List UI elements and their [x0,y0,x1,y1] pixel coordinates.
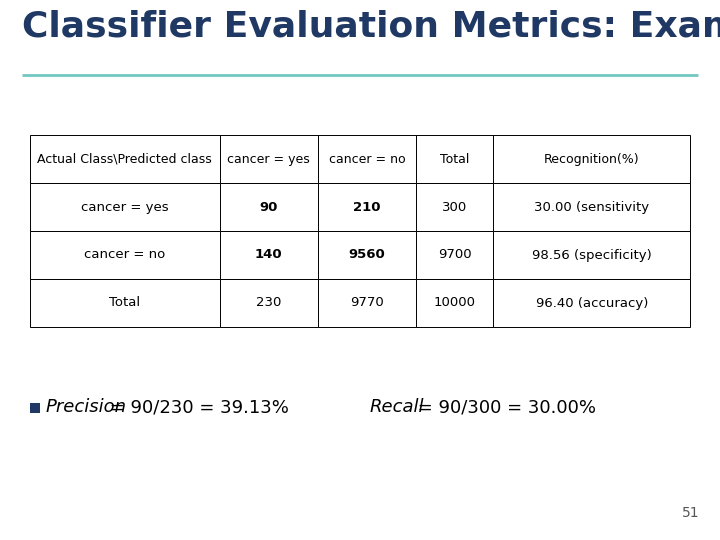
Text: 10000: 10000 [433,296,476,309]
Text: 90: 90 [259,200,278,213]
Text: Precision: Precision [46,398,127,416]
Bar [493,279,690,327]
Text: 9770: 9770 [350,296,384,309]
Bar [30,279,220,327]
Text: Classifier Evaluation Metrics: Example: Classifier Evaluation Metrics: Example [22,10,720,44]
Bar [493,231,690,279]
Bar [30,231,220,279]
Bar [220,135,318,183]
Text: 300: 300 [442,200,467,213]
Bar [220,231,318,279]
Bar [416,135,493,183]
Text: 9560: 9560 [348,248,385,261]
Text: cancer = yes: cancer = yes [81,200,168,213]
Text: 140: 140 [255,248,282,261]
Bar [30,403,40,413]
Text: cancer = no: cancer = no [84,248,166,261]
Bar [220,279,318,327]
Bar [493,183,690,231]
Bar [318,135,416,183]
Text: Recall: Recall [370,398,425,416]
Bar [30,183,220,231]
Bar [318,279,416,327]
Bar [30,135,220,183]
Bar [416,183,493,231]
Text: 210: 210 [354,200,381,213]
Bar [416,231,493,279]
Text: Recognition(%): Recognition(%) [544,152,639,165]
Text: cancer = yes: cancer = yes [228,152,310,165]
Text: 98.56 (specificity): 98.56 (specificity) [532,248,652,261]
Bar [220,183,318,231]
Text: = 90/300 = 30.00%: = 90/300 = 30.00% [412,398,596,416]
Bar [493,135,690,183]
Text: 51: 51 [683,506,700,520]
Text: 230: 230 [256,296,282,309]
Text: Total: Total [109,296,140,309]
Text: 9700: 9700 [438,248,472,261]
Bar [318,183,416,231]
Text: = 90/230 = 39.13%: = 90/230 = 39.13% [104,398,289,416]
Text: cancer = no: cancer = no [329,152,405,165]
Text: Actual Class\Predicted class: Actual Class\Predicted class [37,152,212,165]
Text: 96.40 (accuracy): 96.40 (accuracy) [536,296,648,309]
Bar [416,279,493,327]
Bar [318,231,416,279]
Text: 30.00 (sensitivity: 30.00 (sensitivity [534,200,649,213]
Text: Total: Total [440,152,469,165]
